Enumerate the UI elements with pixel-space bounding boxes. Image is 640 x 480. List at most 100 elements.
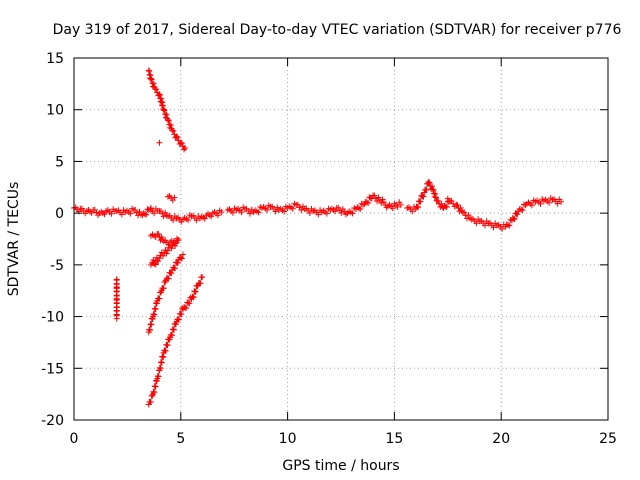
data-point <box>315 211 322 218</box>
data-point <box>178 255 185 262</box>
y-tick-label: 15 <box>46 51 64 67</box>
data-point <box>199 274 206 281</box>
data-point <box>162 347 169 354</box>
data-point <box>143 211 150 218</box>
data-point <box>430 187 437 194</box>
data-point <box>169 127 176 134</box>
data-point <box>113 315 120 322</box>
data-point <box>159 210 166 217</box>
data-point <box>133 209 140 216</box>
data-point <box>157 208 164 215</box>
data-point <box>214 212 221 219</box>
data-point <box>162 209 169 216</box>
data-point <box>150 256 157 263</box>
data-point <box>442 203 449 210</box>
data-point <box>160 106 167 113</box>
data-point <box>118 211 125 218</box>
data-point <box>281 208 288 215</box>
data-point <box>360 201 367 208</box>
data-point <box>179 251 186 258</box>
data-point <box>148 321 155 328</box>
data-point <box>520 201 527 208</box>
data-point <box>465 212 472 219</box>
data-point <box>355 205 362 212</box>
data-point <box>148 76 155 83</box>
x-tick-label: 5 <box>176 431 185 447</box>
data-point <box>238 209 245 216</box>
y-tick-label: 10 <box>46 103 64 119</box>
data-point <box>518 206 525 213</box>
data-point <box>165 275 172 282</box>
data-point <box>167 241 174 248</box>
data-point <box>155 373 162 380</box>
data-point <box>185 217 192 224</box>
data-point <box>154 257 161 264</box>
x-tick-label: 25 <box>599 431 617 447</box>
data-point <box>537 200 544 207</box>
data-point <box>423 186 430 193</box>
data-point <box>349 210 356 217</box>
data-point <box>454 202 461 209</box>
data-point <box>503 221 510 228</box>
data-point <box>444 195 451 202</box>
data-point <box>166 244 173 251</box>
data-point <box>162 111 169 118</box>
data-point <box>156 295 163 302</box>
data-point <box>409 208 416 215</box>
data-point <box>380 199 387 206</box>
data-point <box>152 261 159 268</box>
data-point <box>175 316 182 323</box>
data-point <box>152 383 159 390</box>
data-point <box>178 311 185 318</box>
data-point <box>158 359 165 366</box>
data-point <box>147 75 154 82</box>
data-point <box>166 121 173 128</box>
data-point <box>171 194 178 201</box>
data-point <box>151 389 158 396</box>
data-point <box>158 233 165 240</box>
x-axis-label: GPS time / hours <box>282 458 399 474</box>
data-point <box>165 117 172 124</box>
data-point <box>431 190 438 197</box>
data-point <box>182 304 189 311</box>
data-point <box>172 265 179 272</box>
data-point <box>528 202 535 209</box>
x-tick-label: 15 <box>385 431 403 447</box>
series-5 <box>145 67 189 153</box>
data-point <box>229 209 236 216</box>
data-point <box>481 222 488 229</box>
data-point <box>522 202 529 209</box>
y-tick-label: -5 <box>50 258 64 274</box>
data-point <box>174 134 181 141</box>
data-point <box>136 208 143 215</box>
data-point <box>426 179 433 186</box>
data-point <box>431 193 438 200</box>
x-axis-ticks: 0 5 10 15 20 25 <box>70 58 617 447</box>
data-point <box>193 217 200 224</box>
data-point <box>519 207 526 214</box>
data-point <box>186 300 193 307</box>
data-point <box>289 205 296 212</box>
data-point <box>338 209 345 216</box>
data-point <box>147 399 154 406</box>
data-point <box>153 86 160 93</box>
data-point <box>298 207 305 214</box>
y-tick-label: 0 <box>55 206 64 222</box>
data-point <box>151 311 158 318</box>
x-tick-label: 10 <box>279 431 297 447</box>
data-point <box>247 210 254 217</box>
data-point <box>178 140 185 147</box>
data-point <box>147 204 154 211</box>
data-point <box>558 198 565 205</box>
data-point <box>371 192 378 199</box>
data-point <box>190 294 197 301</box>
data-point <box>554 200 561 207</box>
data-point <box>378 200 385 207</box>
data-point <box>218 209 225 216</box>
data-point <box>506 222 513 229</box>
data-point <box>389 205 396 212</box>
data-point <box>438 200 445 207</box>
y-tick-label: 5 <box>55 154 64 170</box>
